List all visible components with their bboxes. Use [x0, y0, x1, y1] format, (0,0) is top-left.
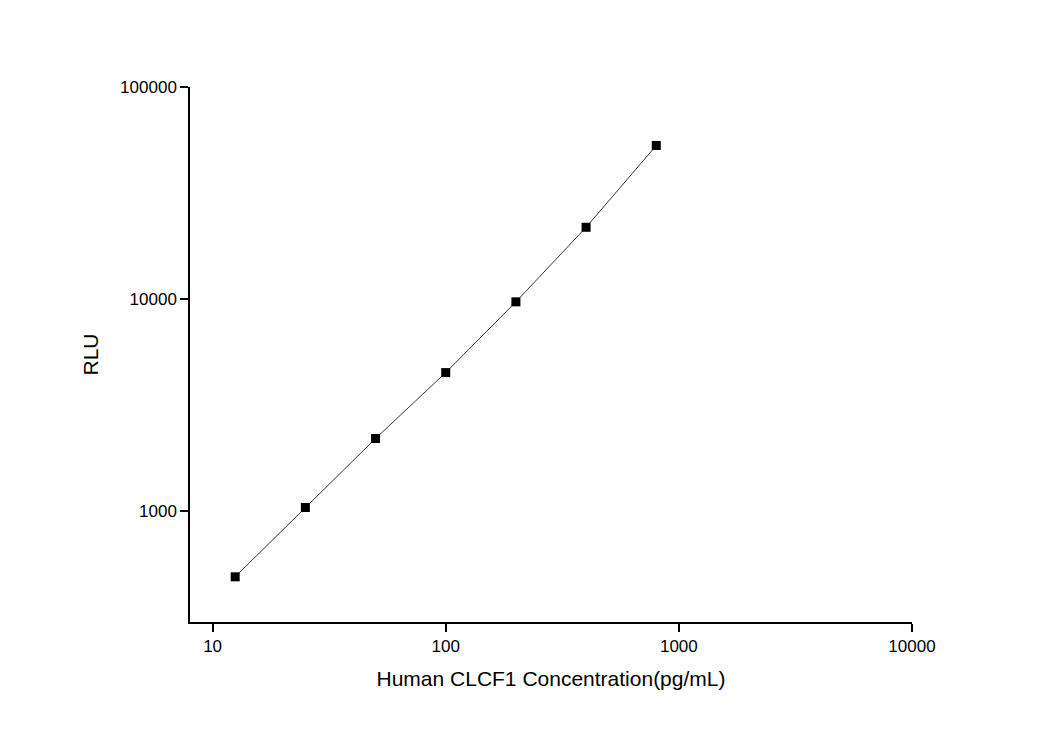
svg-text:100: 100 — [432, 637, 460, 656]
svg-text:1000: 1000 — [660, 637, 698, 656]
svg-text:1000: 1000 — [139, 502, 177, 521]
svg-text:RLU: RLU — [79, 333, 102, 375]
svg-text:100000: 100000 — [120, 78, 177, 97]
svg-text:10000: 10000 — [888, 637, 935, 656]
svg-text:10000: 10000 — [130, 290, 177, 309]
svg-text:10: 10 — [203, 637, 222, 656]
svg-text:Human CLCF1 Concentration(pg/m: Human CLCF1 Concentration(pg/mL) — [377, 667, 726, 690]
